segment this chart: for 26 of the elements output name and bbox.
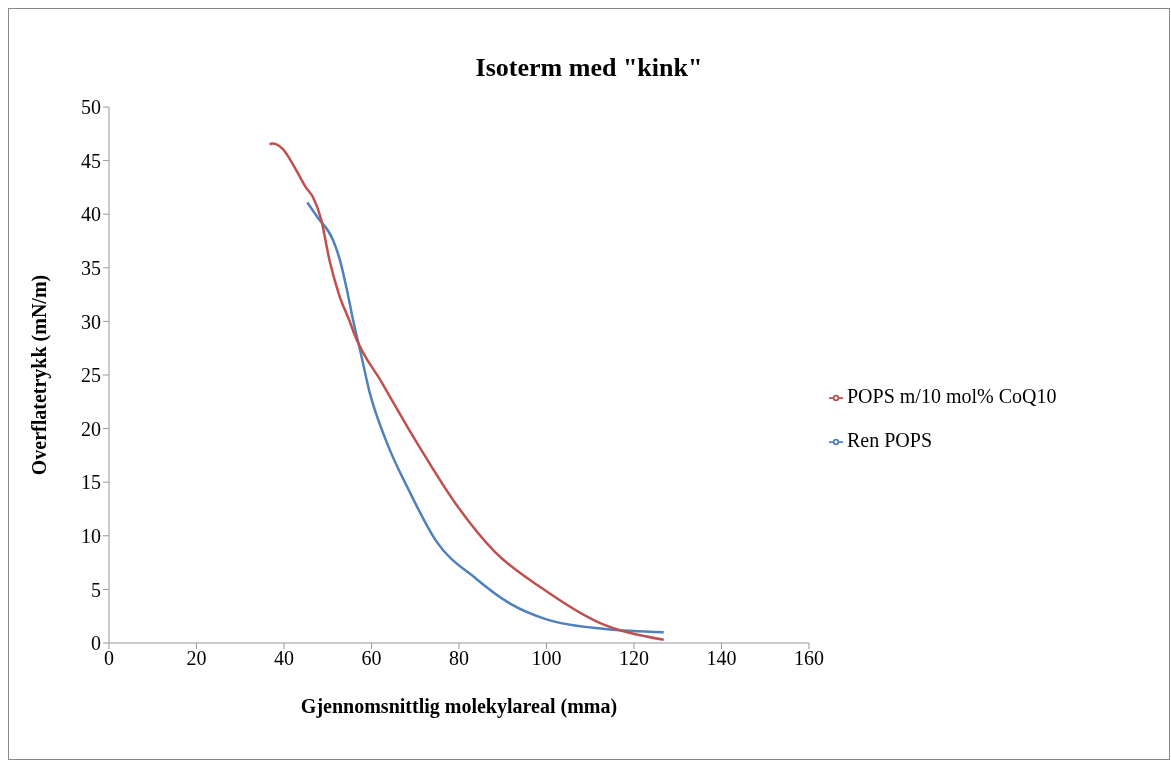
legend-label: Ren POPS bbox=[847, 429, 933, 451]
legend-label: POPS m/10 mol% CoQ10 bbox=[847, 385, 1057, 407]
y-tick-label: 5 bbox=[91, 578, 101, 601]
x-tick-label: 100 bbox=[531, 647, 562, 670]
y-tick-label: 45 bbox=[81, 149, 101, 172]
y-tick-label: 10 bbox=[81, 524, 101, 547]
line-series bbox=[268, 142, 665, 642]
y-tick-label: 50 bbox=[81, 96, 101, 119]
y-tick-label: 15 bbox=[81, 471, 101, 494]
y-tick-label: 30 bbox=[81, 310, 101, 333]
x-axis-title: Gjennomsnittlig molekylareal (mma) bbox=[300, 695, 618, 718]
x-tick-label: 40 bbox=[274, 647, 294, 670]
x-tick-label: 60 bbox=[361, 647, 382, 670]
y-tick-label: 20 bbox=[81, 417, 101, 440]
x-tick-label: 140 bbox=[706, 647, 737, 670]
x-tick-label: 160 bbox=[794, 647, 824, 670]
y-tick-label: 40 bbox=[81, 203, 101, 226]
x-tick-label: 80 bbox=[449, 647, 469, 670]
y-tick-label: 25 bbox=[81, 364, 101, 387]
y-axis-title: Overflatetrykk (mN/m) bbox=[28, 274, 52, 476]
x-tick-label: 20 bbox=[186, 647, 207, 670]
y-tick-label: 0 bbox=[91, 632, 101, 655]
chart-title: Isoterm med "kink" bbox=[474, 53, 704, 84]
y-tick-label: 35 bbox=[81, 256, 101, 279]
line-series bbox=[305, 201, 665, 634]
x-tick-label: 120 bbox=[619, 647, 649, 670]
